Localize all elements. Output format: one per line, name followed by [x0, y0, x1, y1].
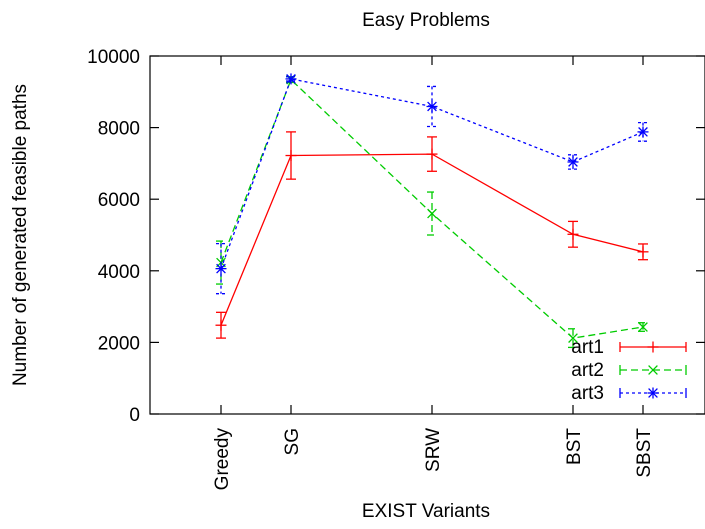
legend-label: art1	[571, 337, 604, 358]
data-point-art1	[568, 229, 579, 240]
data-point-art1	[427, 149, 438, 160]
y-tick-label: 10000	[87, 47, 140, 68]
x-tick-label: Greedy	[212, 428, 233, 491]
x-axis-label: EXIST Variants	[362, 501, 490, 522]
data-point-art3	[427, 101, 438, 112]
data-point-art3	[568, 156, 579, 167]
data-point-art3	[638, 126, 649, 137]
data-point-art1	[216, 320, 227, 331]
y-tick-label: 2000	[98, 333, 140, 354]
x-tick-label: SRW	[423, 428, 444, 472]
data-point-art1	[286, 150, 297, 161]
axis-ticks-layer: 0 2000 4000 6000 8000 10000 Greedy SG SRW BST SBST	[87, 47, 705, 490]
x-tick-label: SG	[282, 428, 303, 455]
y-tick-label: 0	[129, 405, 140, 426]
x-tick-label: SBST	[634, 428, 655, 478]
data-point-art1	[638, 246, 649, 257]
data-point-art3	[216, 263, 227, 274]
y-tick-label: 4000	[98, 262, 140, 283]
legend-marker-art1	[648, 342, 659, 353]
series-art2	[216, 75, 648, 347]
legend-label: art2	[571, 360, 604, 381]
series-line-art1	[221, 154, 643, 325]
y-axis-label: Number of generated feasible paths	[10, 84, 31, 386]
legend-label: art3	[571, 383, 604, 404]
chart-title: Easy Problems	[362, 10, 490, 31]
y-tick-label: 6000	[98, 190, 140, 211]
data-point-art3	[286, 73, 297, 84]
y-tick-label: 8000	[98, 119, 140, 140]
series-layer	[216, 73, 649, 347]
legend-marker-art3	[648, 388, 659, 399]
x-tick-label: BST	[564, 428, 585, 465]
